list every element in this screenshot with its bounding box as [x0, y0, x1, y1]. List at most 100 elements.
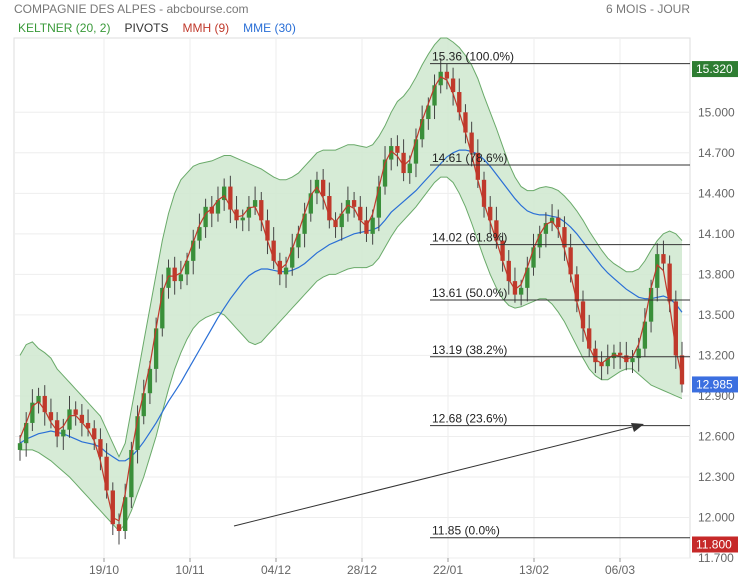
candle-body [259, 200, 264, 221]
y-tick-label: 13.500 [698, 308, 735, 322]
top-price-badge: 15.320 [696, 62, 733, 76]
candle-body [648, 287, 654, 322]
keltner-band [19, 37, 683, 532]
candle-body [265, 220, 270, 241]
last-price-badge-bg [692, 376, 738, 393]
candle-body [376, 186, 382, 218]
candle-body [605, 358, 610, 367]
candle-body [562, 227, 567, 248]
candle-body [450, 78, 456, 93]
candle-body [475, 152, 480, 180]
keltner-fill [20, 38, 682, 531]
candle-body [48, 412, 54, 421]
legend-mmh[interactable]: MMH (9) [182, 21, 230, 35]
candle-body [345, 200, 351, 214]
keltner-upper-line [19, 37, 683, 458]
candle-body [197, 227, 202, 241]
candle-body [537, 233, 542, 248]
bottom-price-badge: 11.800 [696, 537, 732, 551]
candle-body [587, 328, 592, 349]
candle-body [531, 247, 536, 268]
candle-body [246, 206, 252, 218]
x-axis: 19/10 10/11 04/12 28/12 22/01 13/02 06/03 [89, 558, 635, 577]
candle-body [667, 263, 672, 302]
legend: KELTNER (20, 2) PIVOTS MMH (9) MME (30) [18, 21, 296, 35]
candle-body [178, 274, 184, 282]
fib-level-label: 14.61 (78.6%) [432, 151, 507, 165]
fib-level-label: 14.02 (61.8%) [432, 231, 507, 245]
candle-body [129, 449, 134, 498]
legend-keltner[interactable]: KELTNER (20, 2) [18, 21, 111, 35]
candle-body [543, 223, 549, 234]
candle-body [116, 524, 122, 531]
y-tick-label: 11.700 [698, 551, 734, 565]
candle-body [24, 422, 29, 444]
candle-body [271, 240, 276, 261]
candle-body [67, 409, 72, 430]
candle-body [17, 443, 23, 450]
candle-body [327, 196, 332, 221]
x-tick-label: 04/12 [261, 563, 291, 577]
candle-body [42, 395, 47, 413]
candle-body [673, 301, 678, 356]
y-tick-label: 12.300 [698, 470, 735, 484]
candle-body [358, 206, 363, 221]
candle-body [203, 206, 208, 228]
candle-body [79, 414, 85, 423]
candle-body [141, 393, 146, 417]
candle-body [506, 260, 511, 282]
candle-body [308, 193, 313, 214]
y-tick-label: 12.600 [698, 429, 735, 443]
candle-body [209, 206, 214, 214]
candle-body [110, 490, 115, 525]
legend-mme[interactable]: MME (30) [243, 21, 296, 35]
candle-body [444, 71, 450, 79]
trend-arrow [233, 423, 644, 527]
candle-body [92, 428, 97, 440]
candle-body [549, 217, 555, 224]
candle-body [320, 179, 326, 197]
fib-level-label: 15.36 (100.0%) [432, 50, 514, 64]
candle-body [283, 267, 289, 275]
candle-body [370, 217, 375, 234]
legend-pivots[interactable]: PIVOTS [124, 21, 169, 35]
candle-body [419, 119, 425, 140]
y-axis: 15.000 14.700 14.400 14.100 13.800 13.500 13.2… [698, 105, 735, 565]
candle-body [222, 186, 227, 201]
candle-body [382, 159, 388, 187]
candle-body [630, 358, 635, 363]
x-tick-label: 06/03 [605, 563, 635, 577]
candle-body [679, 355, 685, 385]
trend-arrowhead [631, 423, 644, 432]
y-tick-label: 13.800 [698, 267, 735, 281]
x-tick-label: 28/12 [347, 563, 377, 577]
candle-body [636, 348, 641, 359]
candle-body [36, 395, 41, 403]
candle-body [568, 247, 573, 275]
candle-body [655, 254, 660, 288]
candle-body [339, 213, 344, 228]
candle-body [574, 274, 579, 302]
candle-body [463, 112, 468, 133]
candle-body [593, 348, 598, 363]
candle-body [160, 287, 165, 329]
candle-body [518, 287, 524, 295]
x-tick-label: 10/11 [175, 563, 204, 577]
candle-body [296, 233, 301, 248]
candle-body [426, 105, 431, 120]
price-badges: 15.320 12.985 11.800 [692, 61, 738, 553]
candle-body [277, 260, 283, 275]
candle-body [228, 186, 233, 210]
candle-body [135, 416, 140, 450]
candle-body [172, 267, 177, 282]
candle-body [500, 240, 505, 261]
period-label: 6 MOIS - JOUR [605, 2, 690, 16]
candle-body [98, 439, 103, 457]
candle-body [184, 260, 190, 275]
candle-body [512, 281, 518, 295]
x-tick-label: 13/02 [519, 563, 549, 577]
candle-body [395, 146, 400, 153]
keltner-lower-line [20, 176, 683, 532]
mmh-line [19, 75, 683, 522]
